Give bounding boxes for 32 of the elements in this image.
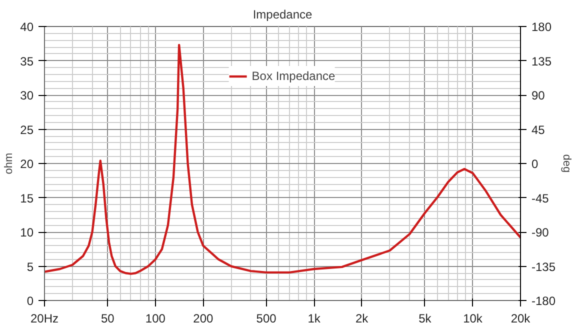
y2-axis-title: deg: [560, 154, 573, 173]
y2-tick-label: 90: [532, 88, 546, 102]
y2-tick-label: -180: [532, 294, 556, 308]
x-tick-label: 5k: [418, 312, 432, 326]
x-tick-label: 50: [100, 312, 115, 326]
x-tick-label: 10k: [463, 312, 484, 326]
x-tick-label: 100: [145, 312, 166, 326]
y2-tick-label: 180: [532, 20, 552, 34]
x-tick-label: 1k: [308, 312, 322, 326]
y2-tick-label: -135: [532, 260, 556, 274]
y-tick-label: 35: [20, 54, 34, 68]
y2-tick-label: 45: [532, 122, 546, 137]
legend-label: Box Impedance: [252, 69, 336, 83]
y2-tick-label: 0: [532, 157, 538, 171]
x-tick-label: 20Hz: [30, 312, 59, 326]
y2-tick-label: -90: [532, 226, 550, 240]
y-tick-label: 40: [20, 20, 34, 34]
y2-tick-label: 135: [532, 54, 552, 68]
y-axis-title: ohm: [3, 152, 16, 174]
chart-title: Impedance: [252, 8, 313, 22]
y-tick-label: 5: [26, 260, 34, 274]
x-tick-label: 200: [193, 312, 214, 326]
x-tick-label: 500: [256, 312, 277, 326]
y-tick-label: 15: [20, 191, 34, 206]
y-tick-label: 25: [20, 122, 34, 137]
y-tick-label: 0: [26, 294, 34, 308]
x-tick-label: 20k: [510, 312, 532, 326]
y-tick-label: 30: [20, 88, 34, 102]
x-tick-label: 2k: [355, 312, 370, 326]
y2-tick-label: -45: [532, 191, 550, 206]
y-tick-label: 10: [20, 226, 34, 240]
y-tick-label: 20: [20, 157, 34, 171]
